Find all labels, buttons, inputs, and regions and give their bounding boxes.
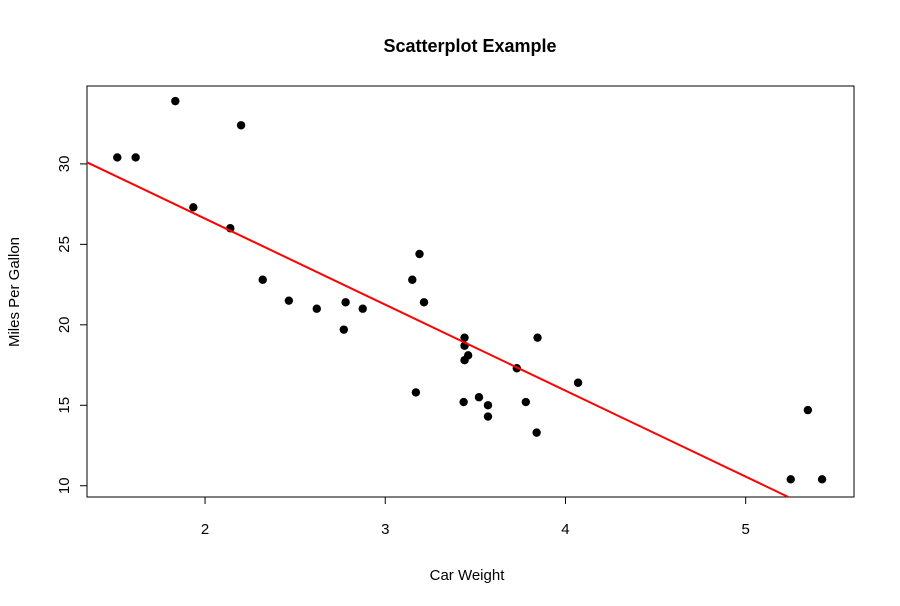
data-point	[817, 475, 827, 484]
data-point	[284, 296, 294, 305]
y-tick-label: 15	[56, 397, 73, 414]
data-point	[419, 298, 429, 307]
y-tick-label: 30	[56, 156, 73, 173]
data-point	[358, 304, 367, 313]
data-point	[408, 275, 417, 284]
x-tick-label: 3	[381, 521, 389, 538]
y-axis: 10 15 20 25 30	[56, 156, 88, 494]
x-axis: 2 3 4 5	[201, 496, 750, 538]
data-point	[189, 203, 198, 212]
data-point	[411, 388, 421, 397]
data-point	[236, 121, 246, 130]
data-point	[341, 298, 350, 307]
data-point	[573, 378, 583, 387]
data-point	[258, 275, 267, 284]
data-point	[803, 405, 813, 415]
data-point	[131, 153, 140, 162]
plot-frame	[86, 85, 855, 498]
data-point	[474, 393, 484, 402]
x-tick-label: 2	[201, 521, 209, 538]
regression-line	[86, 161, 789, 498]
data-point	[113, 153, 122, 162]
y-tick-label: 25	[56, 236, 73, 253]
y-tick-label: 10	[56, 477, 73, 494]
data-point	[532, 428, 541, 437]
data-point	[312, 304, 321, 313]
data-point	[786, 475, 795, 484]
data-point	[521, 397, 531, 407]
data-point	[415, 249, 424, 259]
data-point	[533, 333, 542, 342]
chart-title: Scatterplot Example	[383, 36, 556, 56]
data-point	[483, 401, 493, 410]
y-axis-label: Miles Per Gallon	[6, 237, 23, 347]
data-point	[459, 397, 468, 407]
y-tick-label: 20	[56, 316, 73, 333]
data-point	[460, 333, 469, 342]
regression-line-group	[86, 161, 789, 498]
data-points	[113, 96, 827, 484]
data-point	[171, 96, 180, 106]
data-point	[339, 325, 349, 334]
data-point	[483, 412, 493, 421]
x-tick-label: 5	[742, 521, 750, 538]
data-point	[463, 351, 473, 360]
x-axis-label: Car Weight	[430, 567, 506, 584]
x-tick-label: 4	[561, 521, 569, 538]
